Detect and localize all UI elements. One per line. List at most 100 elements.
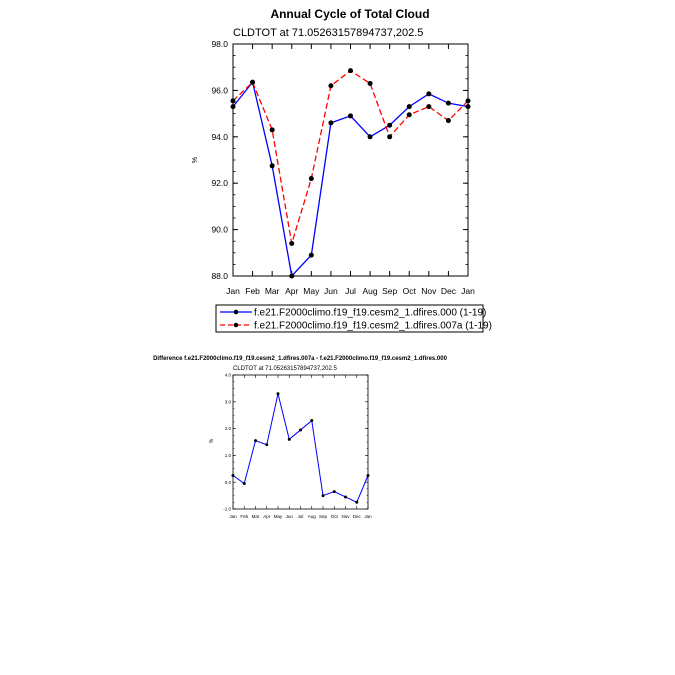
series-0-point bbox=[366, 474, 370, 477]
x-tick-label: Oct bbox=[331, 514, 339, 519]
y-tick-label: 0.0 bbox=[225, 480, 232, 485]
series-0-point bbox=[328, 120, 334, 126]
y-axis-label: % bbox=[209, 438, 215, 443]
legend-label-007a: f.e21.F2000climo.f19_f19.cesm2_1.dfires.… bbox=[254, 321, 492, 332]
x-tick-label: May bbox=[274, 514, 283, 519]
tick-labels: Jan Feb Mar Apr May Jun Jul Aug Sep Oct Nov Dec Jan 9… bbox=[211, 39, 475, 296]
series-0-point bbox=[367, 134, 373, 140]
series-0-point bbox=[348, 113, 353, 119]
x-tick-label: Jan bbox=[364, 514, 372, 519]
x-tick-label: Jan bbox=[229, 514, 237, 519]
series-1-point bbox=[348, 68, 353, 74]
series-0-point bbox=[445, 100, 451, 106]
x-tick-label: Apr bbox=[263, 514, 271, 519]
series-0-point bbox=[406, 104, 412, 110]
series-0-point bbox=[387, 122, 393, 128]
y-tick-label: 96.0 bbox=[211, 85, 228, 95]
chart-subtitle: CLDTOT at 71.05263157894737,202.5 bbox=[233, 366, 338, 372]
x-tick-label: Feb bbox=[240, 514, 248, 519]
series-0-point bbox=[242, 482, 246, 486]
legend: f.e21.F2000climo.f19_f19.cesm2_1.dfires.… bbox=[215, 304, 492, 333]
data-series bbox=[231, 392, 370, 504]
series-0-point bbox=[289, 273, 295, 279]
x-tick-label: Jul bbox=[298, 514, 304, 519]
series-0-point bbox=[355, 500, 359, 504]
x-tick-label: Aug bbox=[308, 514, 317, 519]
data-series bbox=[230, 68, 471, 279]
x-tick-label: Dec bbox=[353, 514, 362, 519]
series-0-point bbox=[344, 495, 347, 499]
plot-frame bbox=[232, 43, 469, 277]
series-0-point bbox=[299, 428, 302, 432]
series-1-point bbox=[406, 112, 412, 118]
axes bbox=[232, 43, 469, 277]
series-1-point bbox=[250, 79, 256, 85]
legend-box bbox=[215, 304, 484, 333]
legend-label-000: f.e21.F2000climo.f19_f19.cesm2_1.dfires.… bbox=[254, 308, 486, 319]
series-0-point bbox=[426, 91, 432, 97]
y-tick-label: 1.0 bbox=[225, 453, 232, 458]
series-line-0 bbox=[232, 80, 469, 278]
y-tick-label: 98.0 bbox=[211, 39, 228, 49]
series-0-point bbox=[287, 437, 291, 441]
x-tick-label: Jan bbox=[461, 286, 475, 296]
series-1-point bbox=[387, 134, 393, 140]
series-0-point bbox=[254, 439, 257, 443]
tick-labels: Jan Feb Mar Apr May Jun Jul Aug Sep Oct Nov Dec Jan4… bbox=[223, 373, 372, 519]
x-tick-label: Nov bbox=[341, 514, 350, 519]
series-1-point bbox=[328, 83, 334, 89]
x-tick-label: Sep bbox=[382, 286, 397, 296]
series-0-point bbox=[269, 163, 275, 169]
x-tick-label: Apr bbox=[285, 286, 298, 296]
x-tick-label: May bbox=[303, 286, 320, 296]
series-1-point bbox=[426, 104, 432, 110]
x-tick-label: Oct bbox=[403, 286, 417, 296]
y-tick-label: 92.0 bbox=[211, 178, 228, 188]
y-axis-label: % bbox=[192, 157, 199, 163]
series-1-point bbox=[465, 98, 471, 104]
y-tick-label: 94.0 bbox=[211, 132, 228, 142]
annual-cycle-chart: Annual Cycle of Total Cloud CLDTOT at 71… bbox=[192, 7, 492, 333]
x-tick-label: Jan bbox=[226, 286, 240, 296]
series-line-0 bbox=[232, 393, 369, 503]
x-tick-label: Sep bbox=[319, 514, 328, 519]
series-line-1 bbox=[232, 69, 469, 244]
series-0-point bbox=[465, 104, 471, 110]
x-tick-label: Jun bbox=[286, 514, 294, 519]
series-1-point bbox=[308, 176, 314, 182]
x-tick-label: Jul bbox=[345, 286, 356, 296]
x-tick-label: Jun bbox=[324, 286, 338, 296]
series-1-point bbox=[367, 80, 373, 86]
series-0-point bbox=[310, 419, 314, 423]
legend-marker-000 bbox=[233, 309, 239, 315]
x-tick-label: Aug bbox=[363, 286, 378, 296]
y-tick-label: 4.0 bbox=[225, 373, 232, 378]
difference-chart: Difference f.e21.F2000climo.f19_f19.cesm… bbox=[153, 356, 448, 519]
series-0-point bbox=[276, 392, 280, 396]
y-tick-label: 3.0 bbox=[225, 399, 232, 404]
series-0-point bbox=[230, 104, 236, 110]
x-tick-label: Nov bbox=[421, 286, 437, 296]
series-1-point bbox=[445, 118, 451, 124]
plot-frame bbox=[232, 374, 369, 510]
series-1-point bbox=[230, 98, 236, 104]
y-tick-label: 2.0 bbox=[225, 426, 232, 431]
series-0-point bbox=[308, 252, 314, 258]
chart-title: Difference f.e21.F2000climo.f19_f19.cesm… bbox=[153, 356, 448, 362]
series-0-point bbox=[321, 494, 325, 498]
legend-marker-007a bbox=[233, 322, 239, 328]
x-tick-label: Feb bbox=[245, 286, 260, 296]
chart-subtitle: CLDTOT at 71.05263157894737,202.5 bbox=[233, 27, 423, 39]
x-tick-label: Mar bbox=[252, 514, 260, 519]
series-0-point bbox=[231, 474, 235, 477]
series-1-point bbox=[269, 127, 275, 133]
x-tick-label: Dec bbox=[441, 286, 457, 296]
y-tick-label: 90.0 bbox=[211, 225, 228, 235]
x-tick-label: Mar bbox=[265, 286, 280, 296]
series-0-point bbox=[332, 490, 336, 494]
y-tick-label: -1.0 bbox=[223, 507, 231, 512]
y-tick-label: 88.0 bbox=[211, 271, 228, 281]
series-1-point bbox=[289, 241, 295, 247]
series-0-point bbox=[265, 443, 269, 447]
